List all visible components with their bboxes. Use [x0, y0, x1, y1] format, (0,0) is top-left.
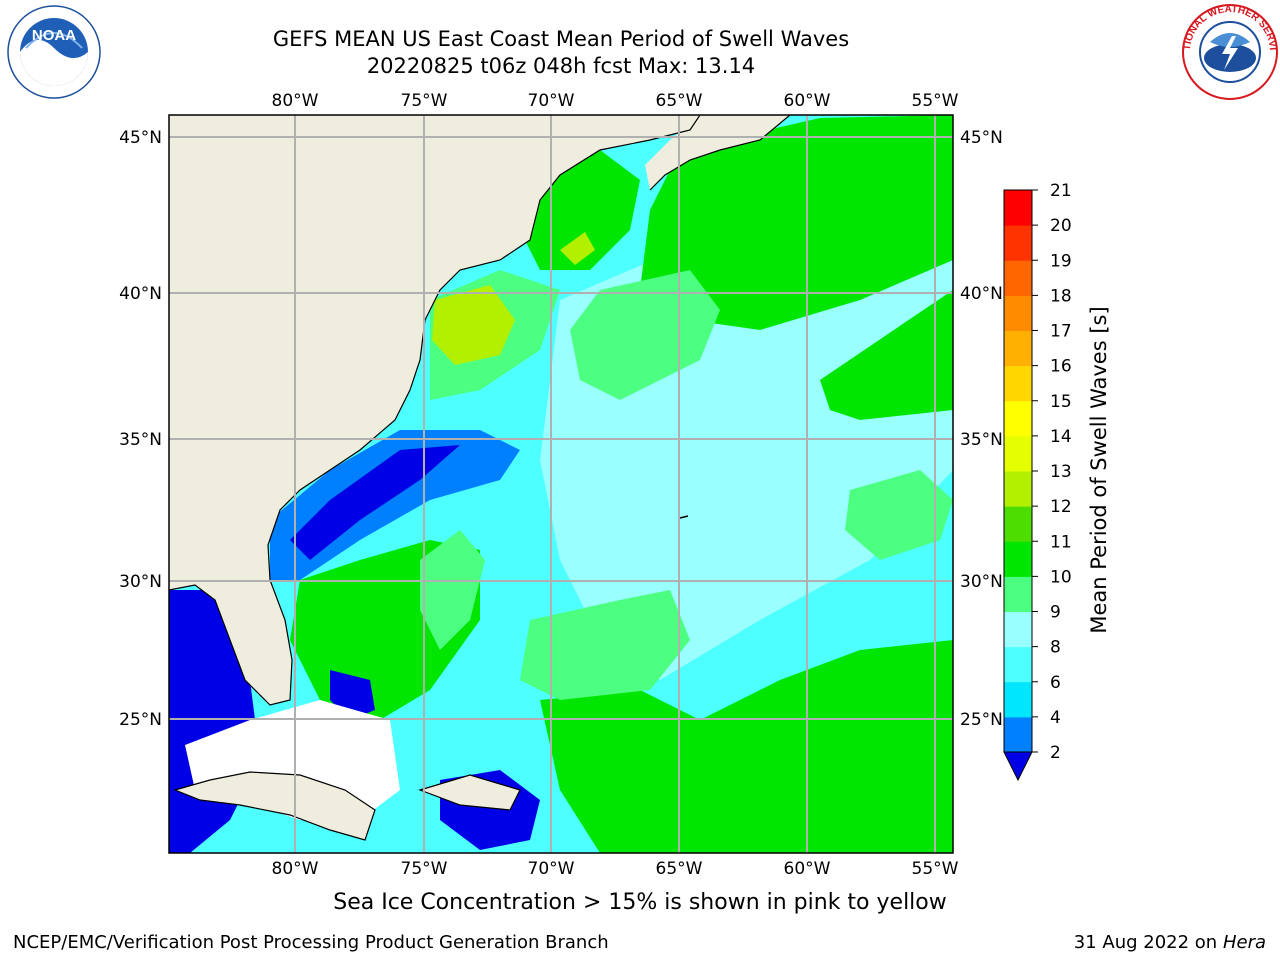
- lon-label-bottom: 65°W: [656, 859, 703, 879]
- colorbar-tick-label: 16: [1050, 357, 1072, 377]
- lon-label-top: 55°W: [912, 91, 959, 111]
- colorbar-tick-label: 19: [1050, 251, 1072, 271]
- colorbar-segment: [1004, 330, 1032, 367]
- lon-label-bottom: 60°W: [784, 859, 831, 879]
- lat-label-right: 25°N: [960, 710, 1003, 730]
- zone-yellowgreen-nj: [432, 285, 515, 365]
- colorbar-segment: [1004, 190, 1032, 226]
- colorbar-label: Mean Period of Swell Waves [s]: [1087, 306, 1111, 633]
- ice-note: Sea Ice Concentration > 15% is shown in …: [333, 890, 947, 915]
- colorbar-segment: [1004, 576, 1032, 612]
- colorbar-extend-triangle: [1003, 751, 1033, 782]
- colorbar-segment: [1004, 541, 1032, 577]
- colorbar-segment: [1004, 611, 1032, 648]
- lat-label-left: 40°N: [119, 284, 162, 304]
- coastline-hispaniola: [418, 774, 521, 811]
- map-subtitle: 20220825 t06z 048h fcst Max: 13.14: [366, 54, 756, 78]
- noaa-logo-text: NOAA: [32, 27, 76, 44]
- lon-label-bottom: 80°W: [272, 859, 319, 879]
- colorbar-segment: [1004, 295, 1032, 331]
- colorbar-tick-label: 15: [1050, 392, 1072, 412]
- nws-logo: NATIONAL WEATHER SERVICE: [1180, 2, 1278, 100]
- lat-label-right: 40°N: [960, 284, 1003, 304]
- land-nova-scotia: [645, 115, 790, 190]
- colorbar-tick-label: 14: [1050, 427, 1072, 447]
- zone-yellowgreen-gom: [560, 232, 595, 265]
- zone-green-northeast: [640, 115, 953, 330]
- colorbar-tick-label: 11: [1050, 532, 1072, 552]
- coastline-us: [169, 115, 701, 706]
- zone-green-south: [540, 640, 953, 853]
- colorbar: 21 20 19 18 17 16 15 14 13 12 11 10 9 8 6 4 2: [1003, 181, 1072, 782]
- coastline-bermuda: [679, 515, 689, 519]
- coastline-cuba: [173, 771, 376, 841]
- credit-date: 31 Aug 2022 on Hera: [1074, 932, 1266, 953]
- colorbar-tick-label: 13: [1050, 462, 1072, 482]
- lon-label-top: 70°W: [528, 91, 575, 111]
- colorbar-segment: [1004, 506, 1032, 542]
- land-cuba: [175, 772, 375, 840]
- lon-label-bottom: 75°W: [401, 859, 448, 879]
- lon-labels-bottom: 80°W 75°W 70°W 65°W 60°W 55°W: [272, 859, 959, 879]
- colorbar-segment: [1004, 365, 1032, 402]
- lon-label-bottom: 70°W: [528, 859, 575, 879]
- colorbar-segment: [1004, 435, 1032, 472]
- colorbar-segment: [1004, 716, 1032, 753]
- colorbar-tick-label: 6: [1050, 673, 1061, 693]
- colorbar-segment: [1004, 225, 1032, 261]
- lon-label-top: 65°W: [656, 91, 703, 111]
- lon-label-top: 75°W: [401, 91, 448, 111]
- lat-label-left: 30°N: [119, 572, 162, 592]
- credit-date-text: 31 Aug 2022 on: [1073, 932, 1218, 953]
- colorbar-tick-label: 8: [1050, 638, 1061, 658]
- lon-label-top: 80°W: [272, 91, 319, 111]
- zone-blue-carolina: [270, 430, 520, 580]
- colorbar-tick-label: 12: [1050, 497, 1072, 517]
- credit-branch: NCEP/EMC/Verification Post Processing Pr…: [13, 932, 609, 953]
- colorbar-tick-label: 9: [1050, 603, 1061, 623]
- zone-lightgreen-central: [570, 270, 720, 400]
- land-north-america: [169, 115, 700, 705]
- colorbar-tick-label: 4: [1050, 708, 1061, 728]
- colorbar-tick-label: 18: [1050, 286, 1072, 306]
- map-frame: [168, 114, 954, 854]
- zone-lightgreen-florida: [420, 530, 485, 650]
- colorbar-tick-label: 2: [1050, 743, 1061, 763]
- map-gridlines: [169, 115, 953, 853]
- lon-labels-top: 80°W 75°W 70°W 65°W 60°W 55°W: [272, 91, 959, 111]
- colorbar-segment: [1004, 681, 1032, 718]
- zone-green-east-band: [820, 290, 953, 420]
- lat-labels-left: 45°N 40°N 35°N 30°N 25°N: [119, 128, 162, 730]
- lat-label-left: 25°N: [119, 710, 162, 730]
- colorbar-tick-label: 10: [1050, 567, 1072, 587]
- lon-label-top: 60°W: [784, 91, 831, 111]
- colorbar-tick-label: 21: [1050, 181, 1072, 201]
- zone-lightgreen-east: [845, 470, 953, 560]
- zone-darkblue-carolina: [290, 445, 460, 560]
- coastline-nova-scotia: [649, 115, 791, 191]
- lat-labels-right: 45°N 40°N 35°N 30°N 25°N: [960, 128, 1003, 730]
- colorbar-tick-label: 17: [1050, 322, 1072, 342]
- lat-label-left: 45°N: [119, 128, 162, 148]
- colorbar-tick-label: 20: [1050, 216, 1072, 236]
- noaa-logo: NOAA: [7, 5, 101, 99]
- lat-label-left: 35°N: [119, 430, 162, 450]
- colorbar-segment: [1004, 646, 1032, 683]
- colorbar-segment: [1004, 260, 1032, 296]
- map-field: [169, 115, 953, 853]
- lon-label-bottom: 55°W: [912, 859, 959, 879]
- colorbar-segment: [1004, 471, 1032, 507]
- zone-lightgreen-south: [520, 590, 690, 700]
- lat-label-right: 35°N: [960, 430, 1003, 450]
- credit-machine: Hera: [1222, 932, 1266, 953]
- colorbar-segment: [1004, 400, 1032, 437]
- map-title: GEFS MEAN US East Coast Mean Period of S…: [272, 27, 850, 51]
- lat-label-right: 45°N: [960, 128, 1003, 148]
- lat-label-right: 30°N: [960, 572, 1003, 592]
